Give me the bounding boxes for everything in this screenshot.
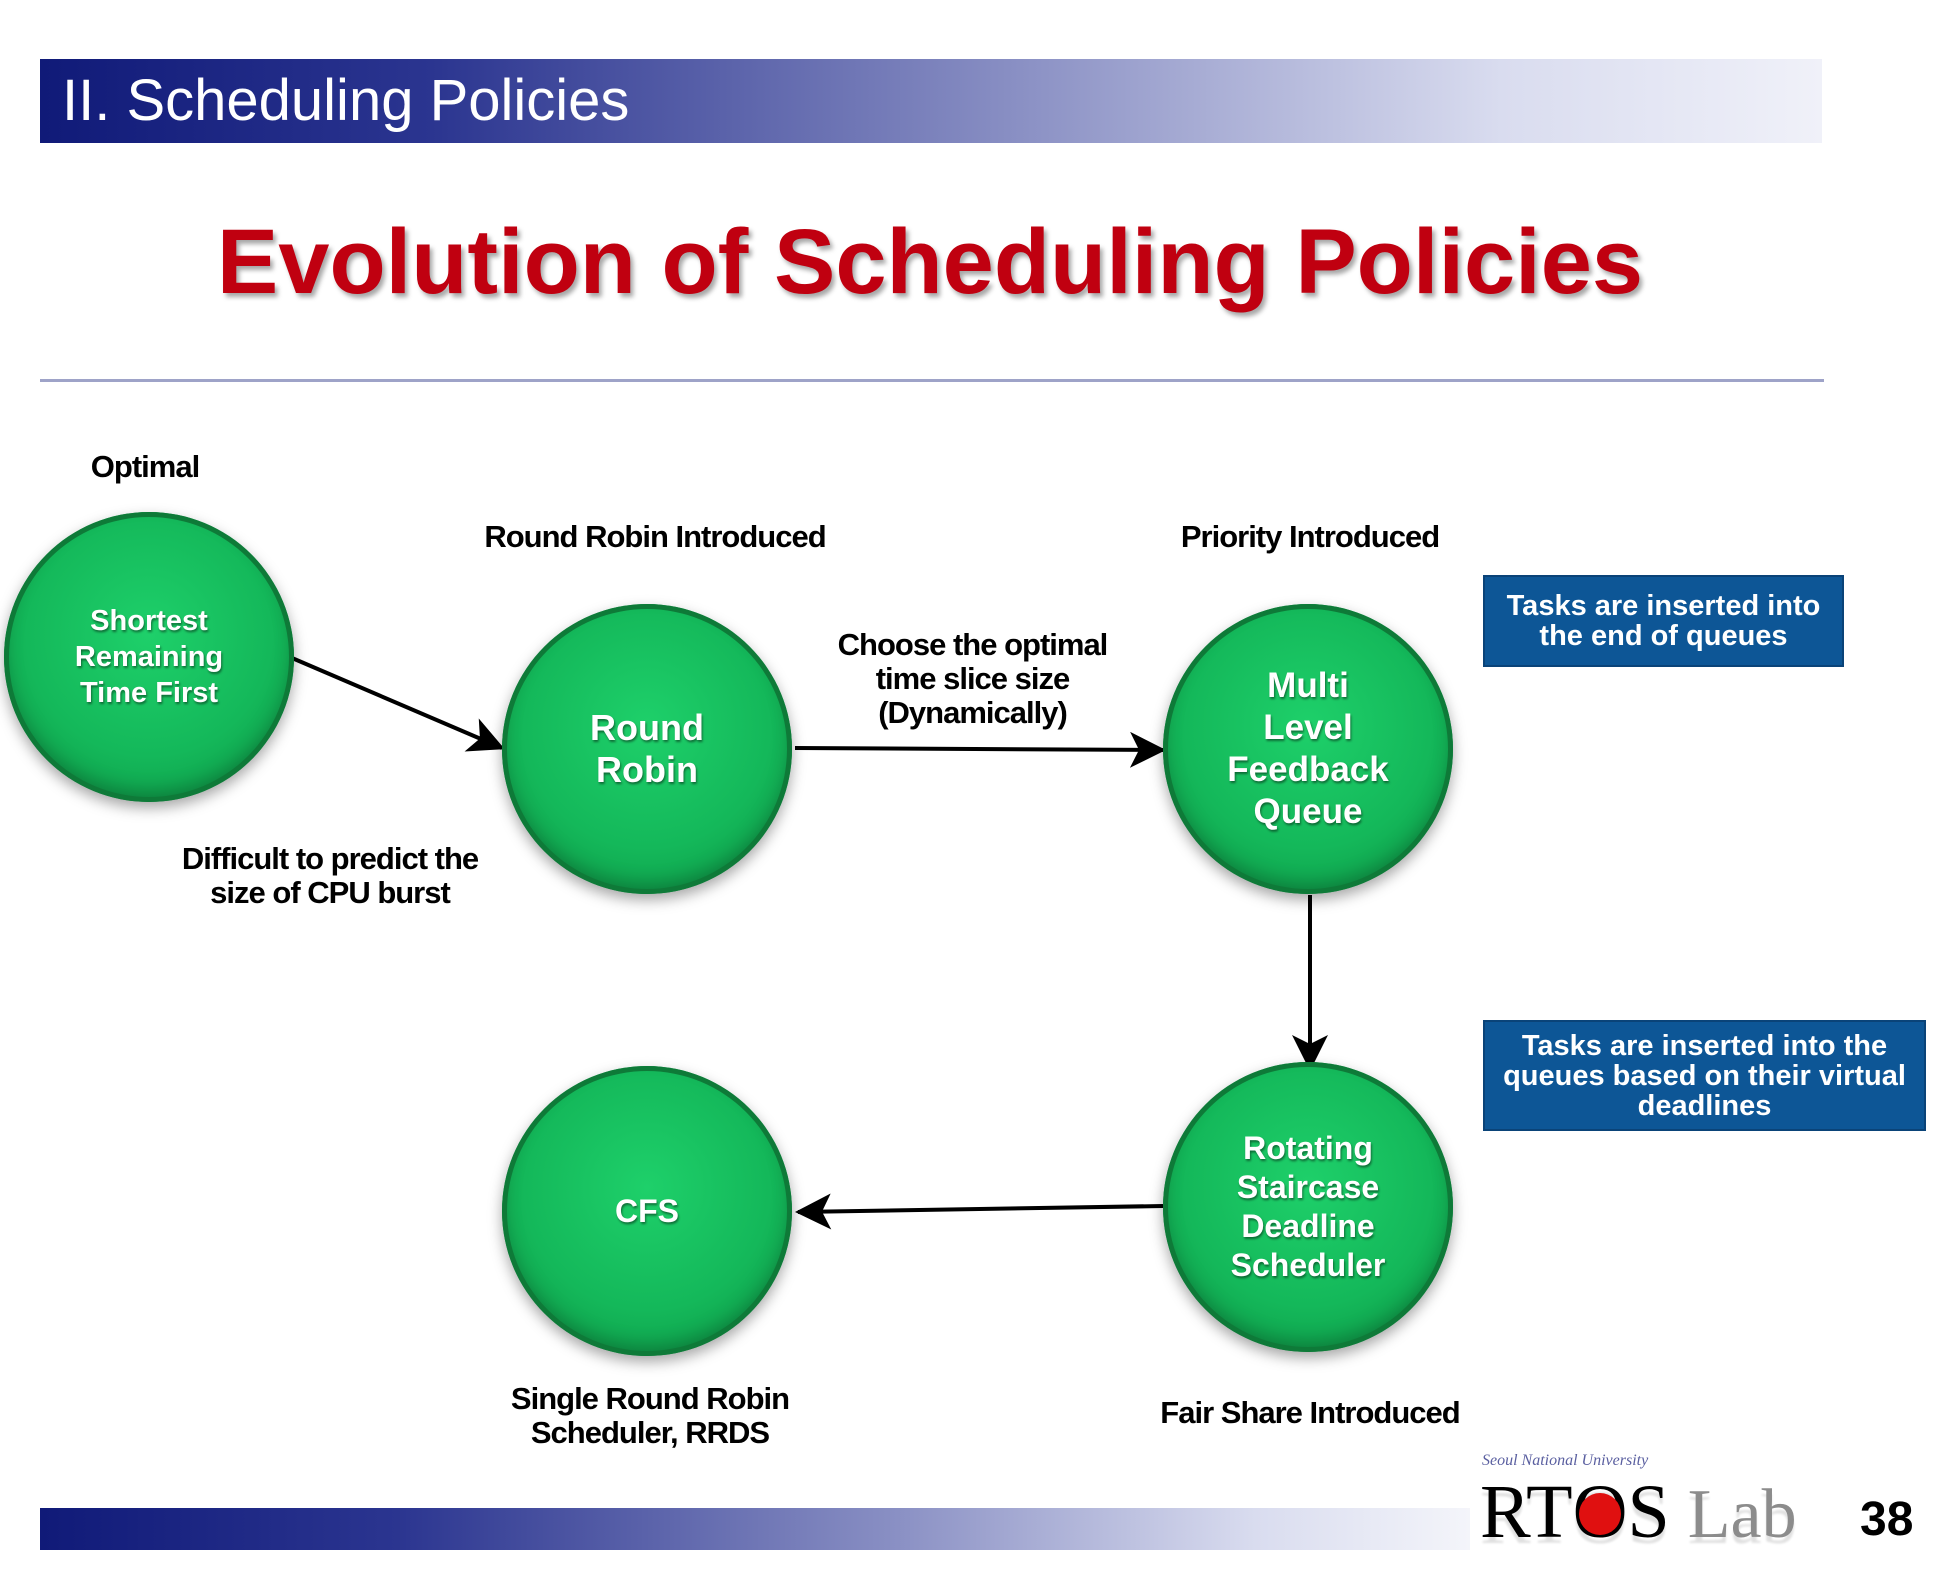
node-multi-level-feedback-queue: Multi Level Feedback Queue — [1163, 604, 1453, 894]
label-round-robin-introduced: Round Robin Introduced — [484, 519, 826, 554]
logo-red-dot-icon — [1579, 1492, 1621, 1535]
label-difficult-to-predict: Difficult to predict the size of CPU bur… — [181, 841, 479, 910]
label-optimal: Optimal — [90, 449, 200, 484]
label-fair-share-introduced: Fair Share Introduced — [1160, 1395, 1460, 1430]
node-round-robin: Round Robin — [502, 604, 792, 894]
arrow-srtf-to-rr — [291, 656, 505, 752]
logo-text-s: S — [1627, 1470, 1670, 1554]
logo-text-lab: Lab — [1687, 1476, 1797, 1553]
logo-text-rt: RT — [1480, 1470, 1573, 1554]
arrow-rr-to-mlfq — [794, 731, 1166, 768]
slide-title: Evolution of Scheduling Policies — [216, 211, 1644, 313]
logo-o-with-dot: O — [1573, 1474, 1628, 1550]
node-cfs: CFS — [502, 1066, 792, 1356]
logo-wordmark: RTOSLab — [1480, 1474, 1797, 1553]
label-priority-introduced: Priority Introduced — [1180, 519, 1440, 554]
arrow-rsdl-to-cfs — [795, 1193, 1164, 1230]
label-choose-time-slice: Choose the optimal time slice size (Dyna… — [837, 627, 1109, 730]
node-label-rr: Round Robin — [590, 707, 704, 790]
note-end-of-queues: Tasks are inserted into the end of queue… — [1483, 575, 1844, 667]
node-label-cfs: CFS — [615, 1193, 679, 1229]
node-label-rsdl: Rotating Staircase Deadline Scheduler — [1230, 1130, 1386, 1283]
node-rotating-staircase-deadline-scheduler: Rotating Staircase Deadline Scheduler — [1163, 1062, 1453, 1352]
rtos-lab-logo: Seoul National University RTOSLab — [1480, 1452, 1830, 1553]
section-title: II. Scheduling Policies — [62, 68, 630, 133]
node-shortest-remaining-time-first: Shortest Remaining Time First — [4, 512, 294, 802]
logo-subtitle: Seoul National University — [1482, 1452, 1649, 1469]
footer-bar — [40, 1508, 1470, 1550]
node-label-srtf: Shortest Remaining Time First — [74, 605, 224, 709]
page-number: 38 — [1860, 1493, 1914, 1546]
section-header-bar: II. Scheduling Policies — [40, 59, 1822, 143]
note-virtual-deadlines: Tasks are inserted into the queues based… — [1483, 1020, 1926, 1131]
node-label-mlfq: Multi Level Feedback Queue — [1227, 666, 1389, 831]
label-single-round-robin: Single Round Robin Scheduler, RRDS — [510, 1381, 790, 1450]
title-divider — [40, 379, 1824, 382]
